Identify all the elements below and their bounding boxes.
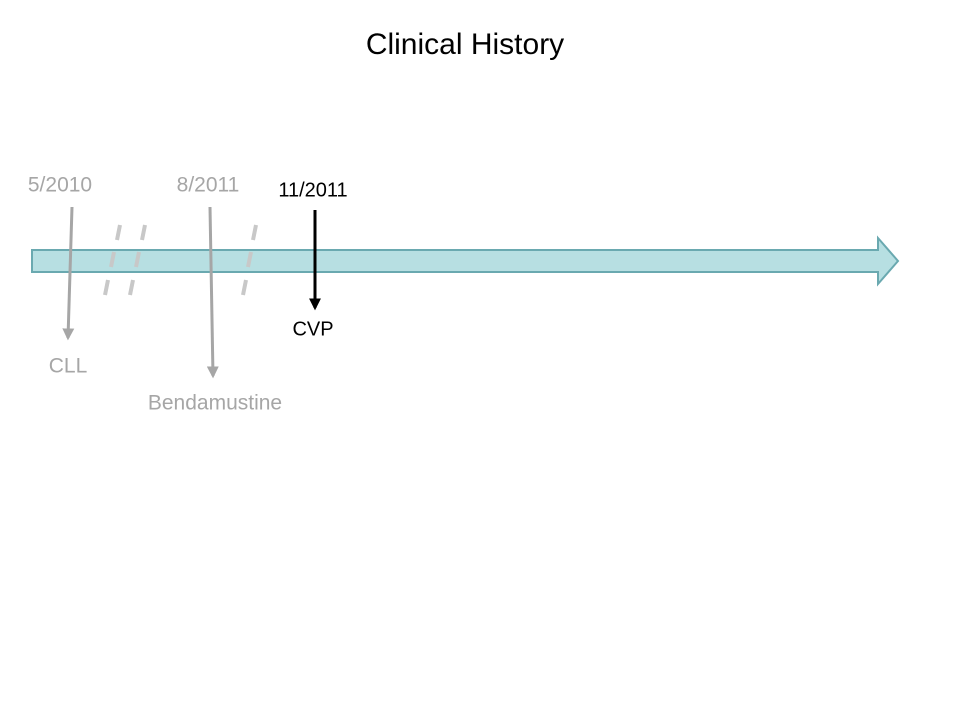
break-marks (103, 224, 258, 296)
event-arrow (62, 206, 75, 341)
event-label: CLL (49, 355, 88, 378)
event-date: 11/2011 (278, 179, 347, 201)
event: 5/2010 CLL (28, 174, 92, 378)
title: Clinical History (366, 28, 564, 61)
event-label: CVP (292, 318, 333, 340)
event: 11/2011 CVP (278, 179, 347, 340)
event-arrow (206, 206, 219, 379)
event-label: Bendamustine (148, 392, 282, 415)
event-date: 5/2010 (28, 174, 92, 197)
event: 8/2011 Bendamustine (148, 174, 282, 415)
timeline-arrow (31, 235, 900, 287)
event-date: 8/2011 (177, 174, 240, 197)
